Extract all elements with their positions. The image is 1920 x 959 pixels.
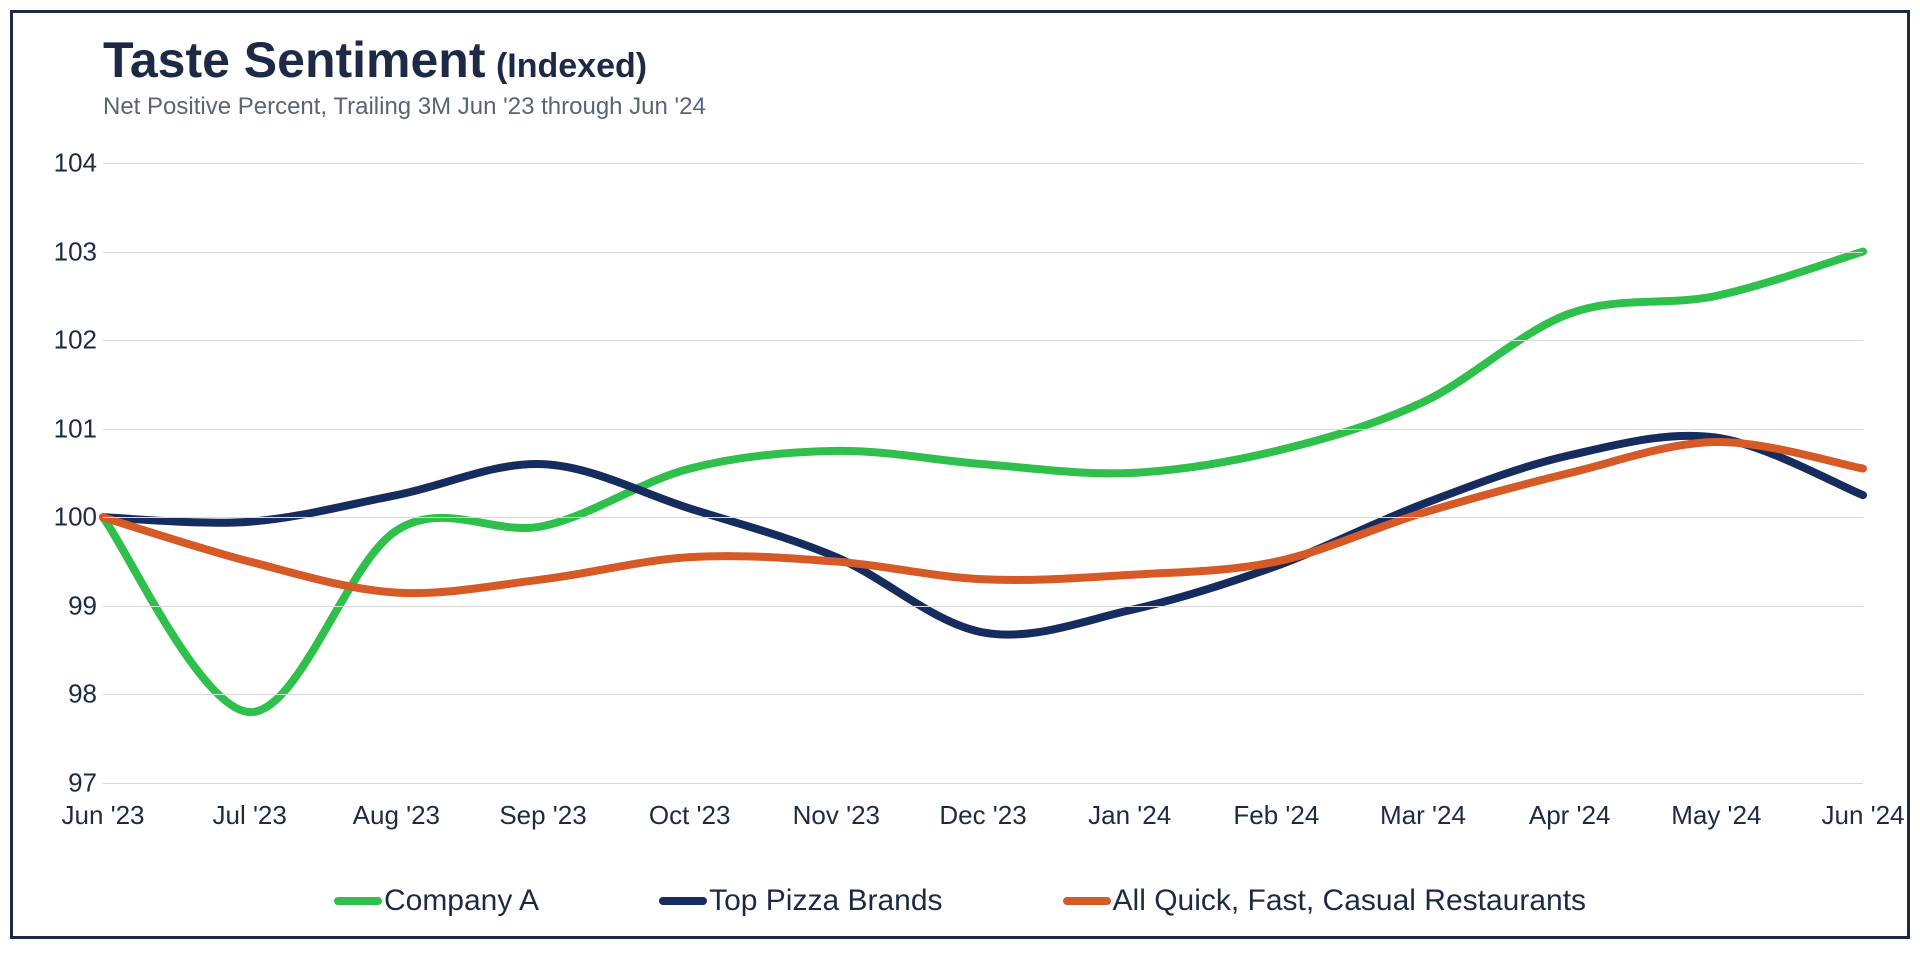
- y-axis-tick-label: 99: [37, 590, 97, 621]
- y-axis-tick-label: 102: [37, 325, 97, 356]
- y-axis-tick-label: 97: [37, 768, 97, 799]
- chart-title: Taste Sentiment: [103, 32, 486, 88]
- grid-line: [103, 340, 1863, 341]
- legend-label: Company A: [384, 884, 539, 918]
- legend-swatch: [334, 897, 382, 905]
- grid-line: [103, 517, 1863, 518]
- x-axis-tick-label: Sep '23: [499, 800, 586, 831]
- y-axis-tick-label: 98: [37, 679, 97, 710]
- x-axis-tick-label: Dec '23: [939, 800, 1026, 831]
- x-axis-tick-label: Feb '24: [1233, 800, 1319, 831]
- y-axis-tick-label: 103: [37, 236, 97, 267]
- legend-label: Top Pizza Brands: [709, 884, 942, 918]
- chart-lines-svg: [103, 163, 1863, 783]
- x-axis-tick-label: Jun '23: [61, 800, 144, 831]
- grid-line: [103, 694, 1863, 695]
- x-axis-tick-label: Oct '23: [649, 800, 731, 831]
- grid-line: [103, 429, 1863, 430]
- chart-legend: Company A Top Pizza Brands All Quick, Fast…: [13, 884, 1907, 918]
- grid-line: [103, 163, 1863, 164]
- grid-line: [103, 606, 1863, 607]
- y-axis-tick-label: 101: [37, 413, 97, 444]
- x-axis-tick-label: Jan '24: [1088, 800, 1171, 831]
- legend-swatch: [1063, 897, 1111, 905]
- chart-subtitle: Net Positive Percent, Trailing 3M Jun '2…: [103, 93, 706, 121]
- x-axis-tick-label: Jul '23: [212, 800, 286, 831]
- grid-line: [103, 783, 1863, 784]
- legend-label: All Quick, Fast, Casual Restaurants: [1113, 884, 1587, 918]
- chart-container: Taste Sentiment (Indexed) Net Positive P…: [10, 10, 1910, 939]
- chart-title-block: Taste Sentiment (Indexed) Net Positive P…: [103, 31, 706, 121]
- y-axis-tick-label: 100: [37, 502, 97, 533]
- grid-line: [103, 252, 1863, 253]
- y-axis-tick-label: 104: [37, 148, 97, 179]
- x-axis-tick-label: Apr '24: [1529, 800, 1611, 831]
- series-line: [103, 252, 1863, 713]
- x-axis-tick-label: Mar '24: [1380, 800, 1466, 831]
- x-axis-tick-label: May '24: [1671, 800, 1761, 831]
- legend-item: Company A: [334, 884, 539, 918]
- chart-title-paren: (Indexed): [496, 47, 647, 85]
- legend-item: All Quick, Fast, Casual Restaurants: [1063, 884, 1587, 918]
- plot-area: 979899100101102103104Jun '23Jul '23Aug '…: [103, 163, 1863, 783]
- x-axis-tick-label: Nov '23: [793, 800, 880, 831]
- x-axis-tick-label: Jun '24: [1821, 800, 1904, 831]
- legend-swatch: [659, 897, 707, 905]
- legend-item: Top Pizza Brands: [659, 884, 942, 918]
- x-axis-tick-label: Aug '23: [353, 800, 440, 831]
